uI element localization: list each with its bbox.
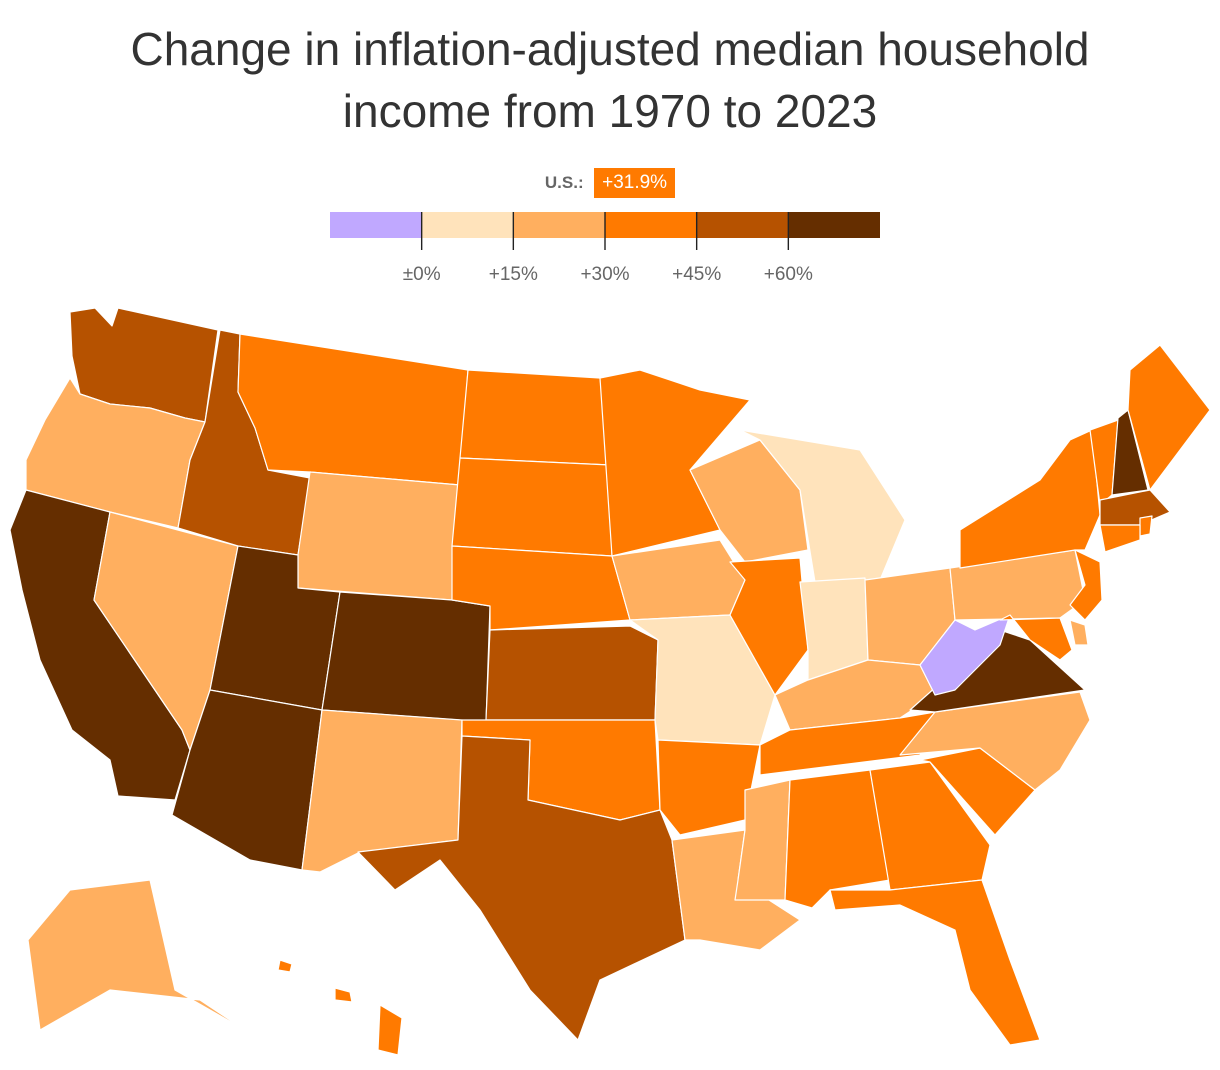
legend-tick-label: +30% <box>580 264 629 285</box>
legend-tick-label: +60% <box>764 264 813 285</box>
state-co <box>321 591 491 723</box>
state-nj <box>1069 549 1103 621</box>
legend-svg: ±0% +15% +30% +45% +60% <box>330 212 880 285</box>
state-sc <box>919 747 1036 836</box>
us-state-map <box>9 307 1211 1056</box>
legend-bin-3 <box>605 212 697 238</box>
state-fl <box>829 879 1041 1046</box>
state-ks <box>485 625 659 721</box>
state-de <box>1069 619 1089 646</box>
state-me <box>1127 344 1211 491</box>
state-wv <box>919 614 1011 696</box>
legend-tick-label: ±0% <box>403 264 441 285</box>
state-ct <box>1099 524 1141 553</box>
legend-tick-label: +15% <box>489 264 538 285</box>
state-mn <box>599 369 751 557</box>
legend-bin-2 <box>513 212 605 238</box>
color-legend: ±0% +15% +30% +45% +60% <box>330 212 880 292</box>
us-summary-value: +31.9% <box>594 168 676 198</box>
state-ar <box>657 739 761 836</box>
us-summary-label: U.S.: <box>544 173 584 192</box>
chart-title-line1: Change in inflation-adjusted median hous… <box>130 23 1090 75</box>
legend-tick-label: +45% <box>672 264 721 285</box>
state-ga <box>869 761 991 891</box>
chart-title: Change in inflation-adjusted median hous… <box>0 18 1220 142</box>
legend-bin-4 <box>696 212 789 238</box>
state-wy <box>297 471 461 601</box>
chart-title-line2: income from 1970 to 2023 <box>342 85 878 137</box>
legend-bin-0 <box>330 212 422 238</box>
state-sd <box>451 457 613 557</box>
us-summary: U.S.: +31.9% <box>0 168 1220 198</box>
legend-bin-5 <box>788 212 880 238</box>
state-ak <box>27 879 246 1031</box>
legend-bin-1 <box>421 212 514 238</box>
state-nd <box>459 369 611 466</box>
state-tx <box>357 735 686 1041</box>
state-ri <box>1139 515 1153 537</box>
state-mt <box>237 333 469 486</box>
state-ny <box>959 429 1101 569</box>
state-ia <box>611 539 746 621</box>
state-md <box>999 614 1073 661</box>
state-hi <box>277 959 403 1056</box>
